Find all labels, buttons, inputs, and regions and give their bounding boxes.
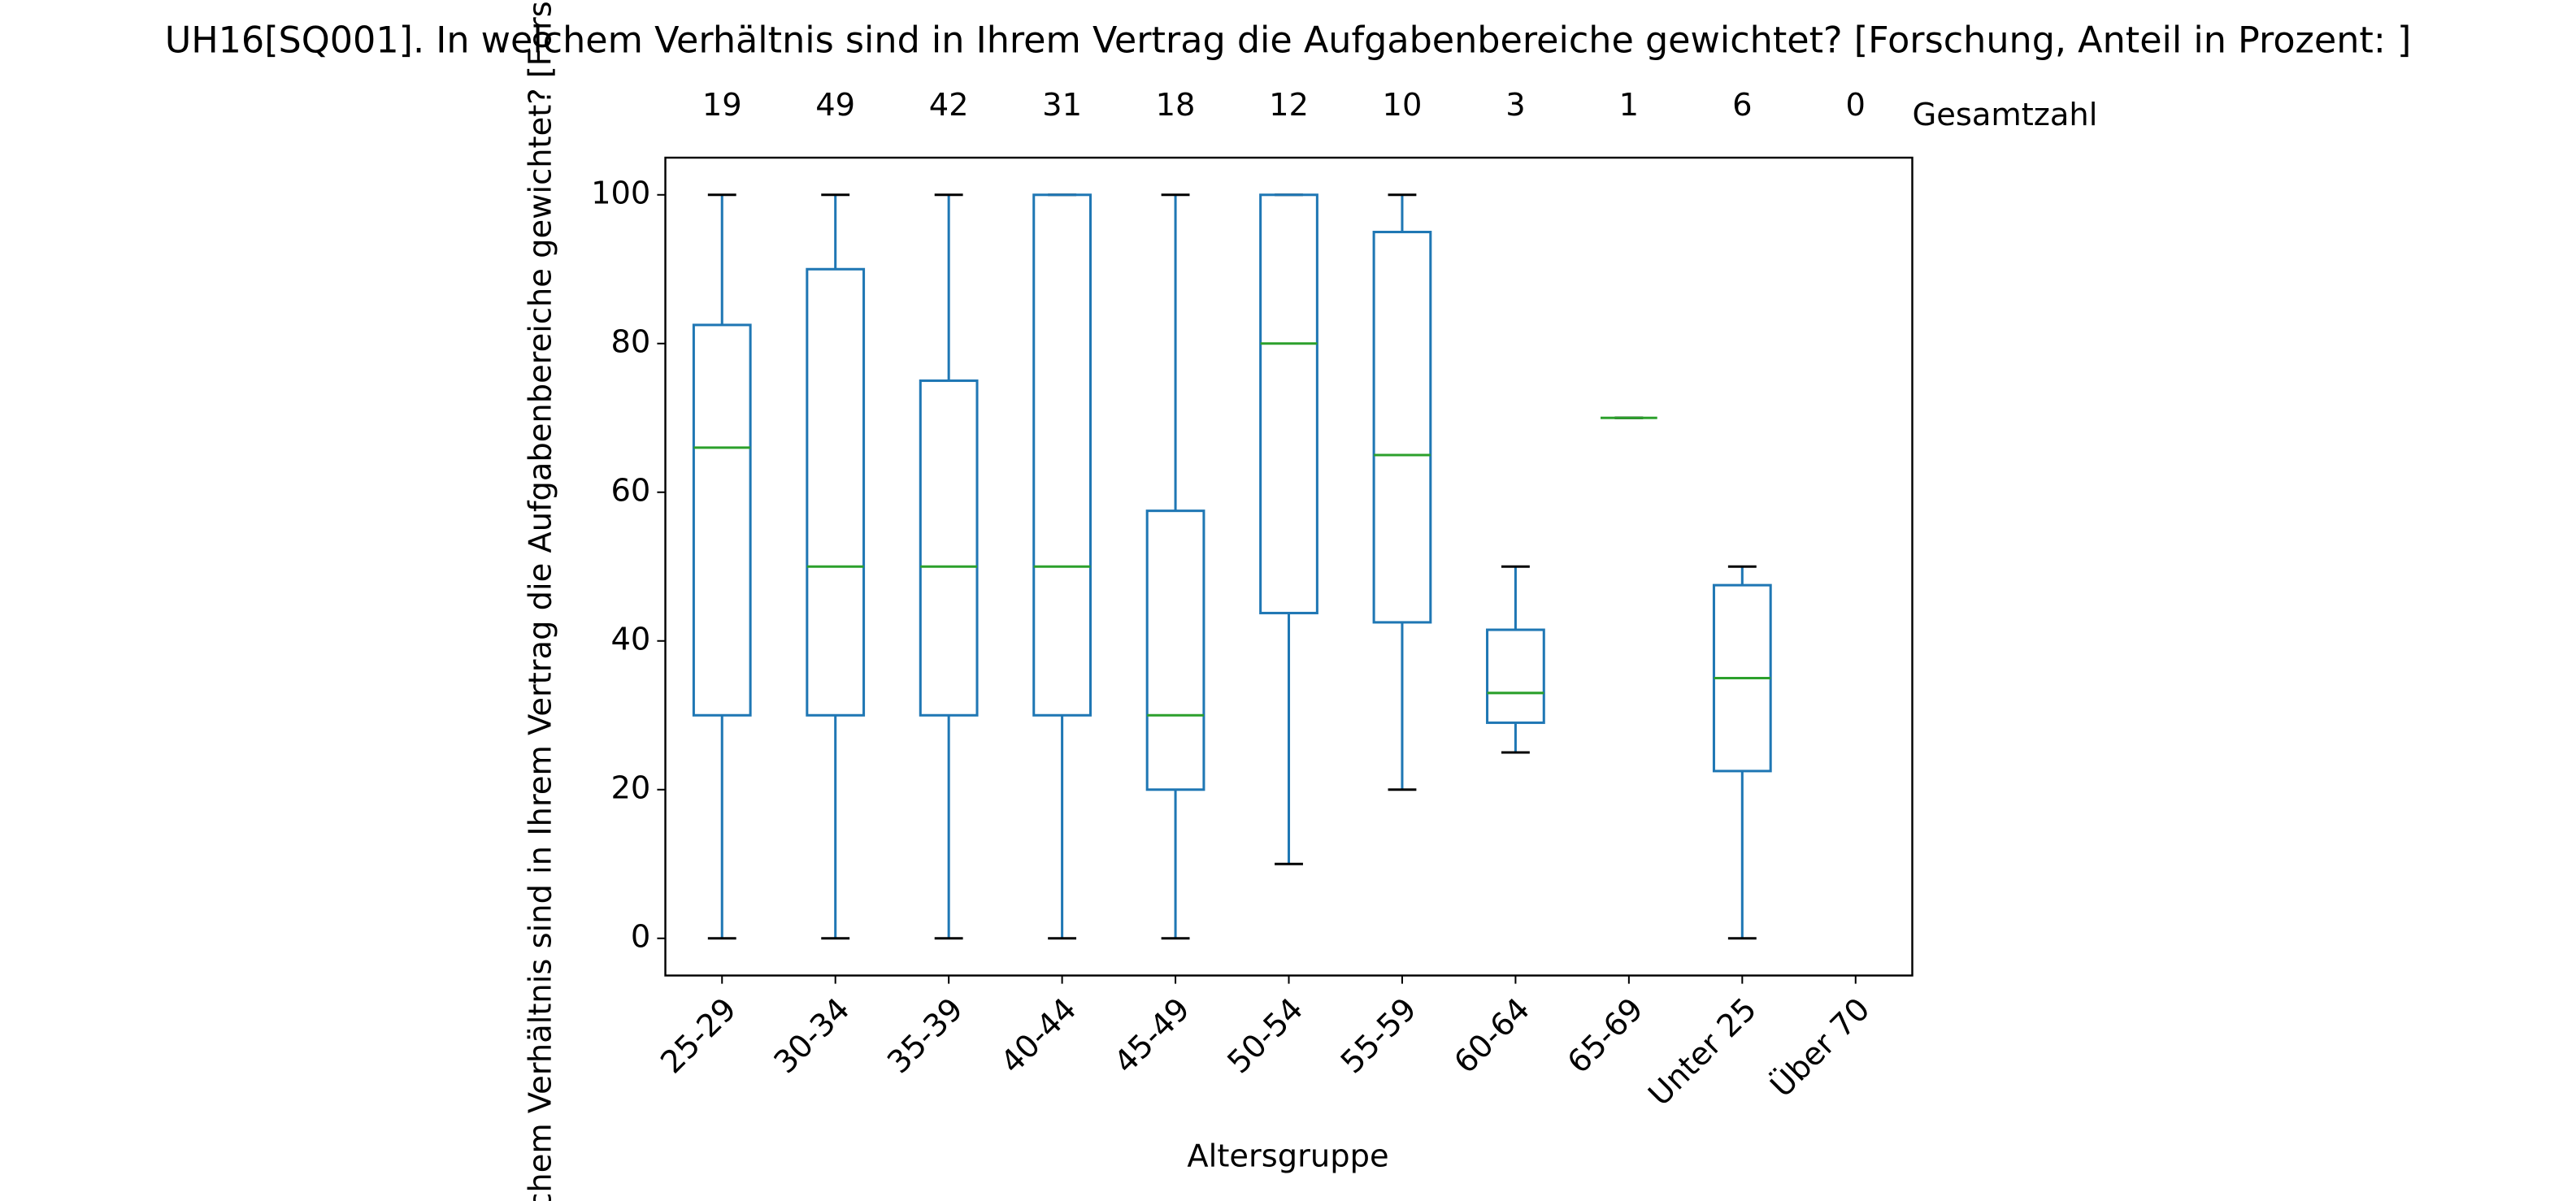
- count: 1: [1619, 87, 1639, 124]
- y-tick-label: 40: [610, 621, 650, 657]
- box: [1259, 193, 1318, 614]
- count: 0: [1846, 87, 1866, 124]
- count-label: Gesamtzahl: [1912, 97, 2097, 133]
- y-tick-label: 0: [631, 918, 650, 955]
- count: 19: [702, 87, 742, 124]
- y-tick-label: 60: [610, 472, 650, 509]
- box: [1032, 193, 1092, 717]
- x-axis-label: Altersgruppe: [1187, 1138, 1388, 1174]
- count: 42: [929, 87, 969, 124]
- count: 12: [1269, 87, 1309, 124]
- chart-title: UH16[SQ001]. In welchem Verhältnis sind …: [165, 20, 2412, 62]
- box: [806, 267, 866, 717]
- box: [1145, 509, 1205, 791]
- y-tick-label: 20: [610, 770, 650, 806]
- count: 3: [1505, 87, 1525, 124]
- count: 49: [815, 87, 855, 124]
- box: [1486, 628, 1545, 724]
- y-tick-label: 80: [610, 323, 650, 360]
- count: 10: [1383, 87, 1423, 124]
- y-tick-label: 100: [591, 175, 650, 211]
- box: [1372, 231, 1432, 624]
- count: 31: [1042, 87, 1082, 124]
- y-axis-label: UH16[SQ001]. In welchem Verhältnis sind …: [522, 0, 558, 1201]
- box: [692, 323, 752, 717]
- count: 6: [1732, 87, 1752, 124]
- box: [919, 379, 979, 717]
- count: 18: [1156, 87, 1196, 124]
